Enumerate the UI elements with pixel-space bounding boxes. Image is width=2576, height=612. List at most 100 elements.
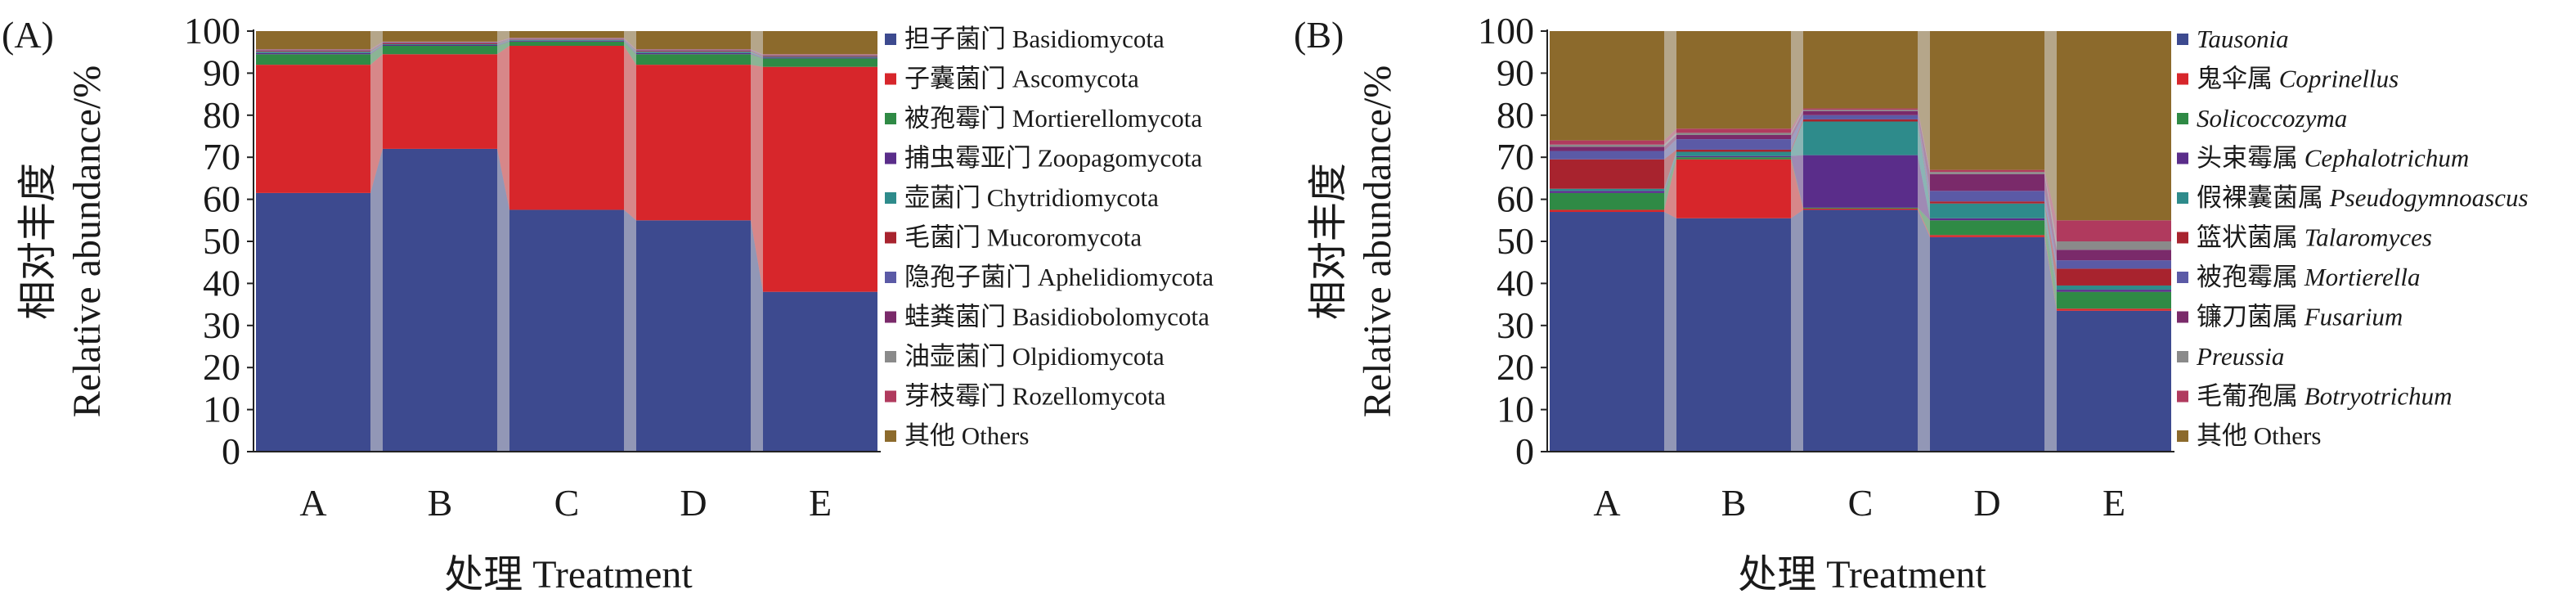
x-tick-label: C [554, 482, 580, 524]
connector-band [1918, 110, 1930, 174]
bar-gap [751, 31, 763, 452]
bar-segment [2057, 285, 2171, 290]
connector-band [751, 52, 763, 59]
bar-segment [1803, 31, 1918, 109]
x-tick-label: D [680, 482, 707, 524]
bar-segment [256, 51, 370, 52]
bar-segment [1676, 159, 1791, 218]
bar-segment [2057, 291, 2171, 309]
connector-band [1791, 110, 1803, 135]
legend-entry: 蛙粪菌门 Basidiobolomycota [904, 303, 1209, 331]
connector-band [497, 148, 509, 452]
connector-band [751, 50, 763, 56]
connector-band [624, 39, 636, 52]
connector-band [1664, 149, 1676, 189]
bar-segment [1930, 173, 2044, 191]
bar-segment [1550, 151, 1664, 160]
bar-segment [1930, 203, 2044, 218]
y-tick-label: 10 [203, 389, 240, 430]
bar-segment [1676, 139, 1791, 150]
y-axis-title-en: Relative abundance/% [65, 65, 109, 417]
connector-band [1664, 151, 1676, 191]
y-tick-label: 20 [1497, 346, 1534, 388]
bar-segment [1676, 151, 1791, 156]
legend-swatch [885, 73, 896, 85]
connector-band [1664, 133, 1676, 147]
bar-segment [1550, 192, 1664, 210]
connector-band [370, 148, 383, 452]
bar-segment [509, 38, 624, 40]
bar-segment [509, 38, 624, 39]
bar-segment [256, 54, 370, 65]
bar-segment [383, 41, 497, 43]
bar-segment [509, 38, 624, 39]
bar-segment [1676, 149, 1791, 152]
connector-band [370, 43, 383, 52]
bar-segment [636, 50, 751, 52]
legend-swatch [885, 311, 896, 323]
bar-segment [1550, 191, 1664, 193]
bar-segment [763, 31, 877, 55]
connector-band [1918, 209, 1930, 452]
x-tick-label: E [2103, 482, 2125, 524]
bar-segment [1803, 110, 1918, 111]
bar-segment [1930, 191, 2044, 202]
connector-band [1791, 155, 1803, 208]
bar-segment [1550, 209, 1664, 213]
connector-band [497, 45, 509, 210]
legend-swatch [2177, 152, 2188, 164]
connector-band [1791, 115, 1803, 150]
bar-segment [1803, 115, 1918, 119]
bar-segment [1803, 209, 1918, 452]
bar-segment [1550, 31, 1664, 141]
x-axis-title: 处理 Treatment [1738, 553, 1986, 596]
bar-segment [1930, 172, 2044, 174]
bar-segment [1550, 146, 1664, 151]
bar-segment [2057, 268, 2171, 286]
bar-segment [2057, 308, 2171, 311]
connector-band [751, 54, 763, 67]
connector-band [497, 39, 509, 45]
legend-entry: Tausonia [2197, 25, 2289, 53]
bar-segment [636, 31, 751, 50]
bar-segment [509, 31, 624, 38]
chart-panel-b: (B) 相对丰度 Relative abundance/% 0102030405060… [1294, 10, 2529, 596]
y-tick-label: 20 [203, 346, 240, 388]
bar-segment [763, 57, 877, 59]
legend-entry: Preussia [2196, 342, 2284, 371]
connector-band [1918, 207, 1930, 236]
legend-entry: 捕虫霉亚门 Zoopagomycota [904, 144, 1202, 173]
bar-segment [636, 220, 751, 452]
legend-swatch [885, 272, 896, 283]
bar-segment [763, 56, 877, 58]
bar-segment [1930, 218, 2044, 221]
bar-segment [256, 49, 370, 51]
bar-segment [256, 50, 370, 52]
y-tick-label: 0 [1515, 430, 1534, 472]
connector-band [2044, 173, 2057, 261]
bar-segment [1676, 31, 1791, 129]
bar-segment [1803, 108, 1918, 110]
x-tick-label: C [1848, 482, 1874, 524]
connector-band [1918, 155, 1930, 221]
connector-band [1791, 31, 1803, 129]
y-tick-label: 60 [203, 178, 240, 220]
connector-band [497, 39, 509, 44]
bar-segment [509, 39, 624, 41]
panel-label: (A) [2, 14, 54, 56]
bar-segment [763, 55, 877, 56]
legend-entry: Solicoccozyma [2197, 104, 2347, 133]
y-tick-label: 10 [1497, 389, 1534, 430]
connector-band [1664, 128, 1676, 145]
bar-segment [1930, 169, 2044, 173]
legend-swatch [2177, 113, 2188, 124]
bar-segment [636, 52, 751, 55]
bar-segment [1930, 31, 2044, 170]
connector-band [2044, 201, 2057, 286]
bar-segment [1676, 218, 1791, 452]
bar-segment [763, 66, 877, 292]
y-tick-label: 100 [184, 10, 240, 52]
connector-band [624, 39, 636, 53]
connector-band [370, 41, 383, 50]
connector-band [2044, 235, 2057, 311]
